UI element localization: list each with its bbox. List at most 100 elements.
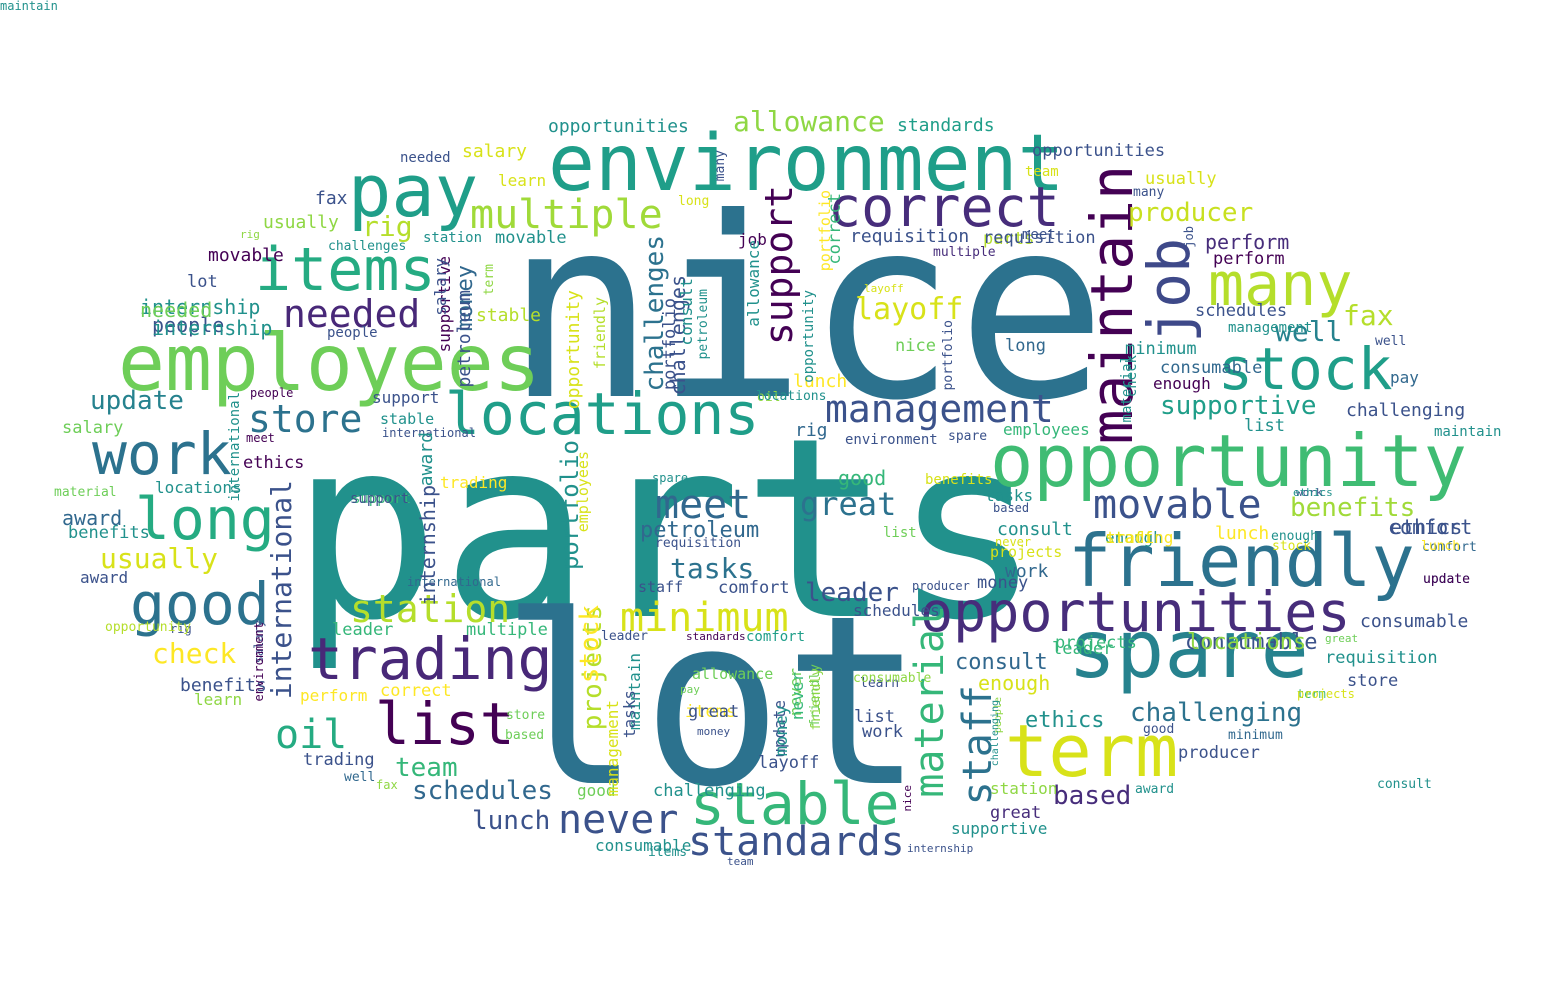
word-never: never — [995, 535, 1032, 549]
word-update: update — [1423, 572, 1470, 587]
word-enough: enough — [1153, 374, 1211, 393]
word-schedules: schedules — [853, 601, 940, 620]
word-requisition: requisition — [1325, 648, 1438, 668]
word-challenging: challenging — [653, 781, 766, 801]
word-perform: perform — [1213, 249, 1285, 269]
word-many: many — [713, 150, 728, 182]
word-multiple: multiple — [470, 192, 663, 238]
word-store: store — [506, 708, 546, 723]
word-store: store — [248, 397, 363, 441]
word-work: work — [862, 722, 903, 742]
word-friendly: friendly — [591, 297, 609, 370]
word-comfort: comfort — [1388, 515, 1473, 539]
word-benefits: benefits — [925, 472, 993, 488]
word-award: award — [80, 568, 129, 587]
word-good: good — [838, 466, 887, 490]
word-locations: locations — [1187, 630, 1307, 655]
word-nice: nice — [901, 785, 914, 812]
word-stock: stock — [575, 605, 605, 684]
word-list: list — [883, 525, 917, 541]
word-locations: locations — [756, 389, 827, 404]
word-spare: spare — [652, 471, 689, 485]
word-correct: correct — [380, 681, 452, 701]
word-stock: stock — [1272, 539, 1312, 554]
word-job: job — [1135, 238, 1203, 343]
word-meet: meet — [1022, 227, 1056, 243]
word-usually: usually — [1145, 169, 1217, 189]
word-international: international — [265, 480, 298, 700]
word-needed: needed — [140, 298, 213, 322]
word-fax: fax — [1343, 299, 1394, 332]
word-tasks: tasks — [985, 486, 1034, 505]
word-producer: producer — [1128, 198, 1254, 228]
word-movable: movable — [495, 228, 567, 248]
word-consumable: consumable — [853, 671, 932, 686]
word-list: list — [1244, 416, 1285, 436]
word-layoff: layoff — [855, 292, 964, 327]
word-pay: pay — [1390, 368, 1419, 387]
word-layoff: layoff — [864, 282, 904, 295]
word-friendly: friendly — [809, 668, 824, 731]
word-supportive: supportive — [1160, 391, 1317, 421]
word-salary: salary — [431, 258, 450, 316]
word-good: good — [130, 570, 270, 638]
word-tasks: tasks — [620, 690, 639, 739]
word-work: work — [1296, 486, 1323, 499]
word-pay: pay — [348, 149, 479, 233]
word-station: station — [350, 587, 511, 631]
word-list: list — [375, 690, 515, 758]
word-rig: rig — [170, 622, 192, 636]
word-multiple: multiple — [466, 620, 548, 640]
word-consult: consult — [677, 278, 696, 346]
word-team: team — [727, 855, 754, 868]
word-portfolio: portfolio — [941, 320, 956, 391]
word-based: based — [1053, 781, 1132, 811]
word-rig: rig — [362, 210, 413, 243]
word-support: support — [352, 491, 412, 507]
word-trading: trading — [308, 625, 553, 693]
word-correct: correct — [828, 175, 1060, 239]
word-challenging: challenging — [1130, 698, 1303, 728]
word-allowance: allowance — [692, 665, 774, 683]
word-long: long — [1005, 336, 1046, 356]
word-station: station — [990, 779, 1058, 798]
word-well: well — [1275, 315, 1343, 348]
word-enough: enough — [1105, 528, 1163, 547]
word-locations: locations — [155, 478, 242, 497]
word-support: support — [757, 185, 801, 346]
word-needed: needed — [400, 150, 451, 166]
word-lunch: lunch — [793, 371, 848, 392]
word-term: term — [1297, 687, 1326, 701]
word-petroleum: petroleum — [696, 289, 711, 360]
word-challenging: challenging — [990, 700, 1001, 767]
word-benefits: benefits — [1290, 493, 1416, 523]
word-nice: nice — [895, 336, 936, 356]
word-never: never — [788, 672, 807, 721]
word-nice: nice — [505, 164, 1108, 455]
word-producer: producer — [912, 579, 970, 593]
word-term: term — [482, 264, 497, 296]
word-check: check — [152, 637, 237, 670]
word-store: store — [1347, 671, 1399, 691]
word-salary: salary — [62, 418, 124, 438]
word-needed: needed — [283, 292, 421, 336]
word-ethics: ethics — [1025, 708, 1105, 733]
word-minimum: minimum — [1125, 339, 1197, 359]
word-challenging: challenging — [1346, 400, 1466, 421]
word-environment: environment — [548, 119, 1065, 209]
word-spare: spare — [948, 429, 988, 444]
word-items: items — [648, 845, 688, 860]
word-enough: enough — [978, 671, 1051, 695]
word-great: great — [688, 702, 740, 722]
word-based: based — [505, 728, 545, 743]
word-opportunity: opportunity — [990, 419, 1467, 503]
word-lunch: lunch — [1215, 523, 1270, 544]
word-environment: environment — [252, 622, 266, 702]
word-schedules: schedules — [1195, 301, 1288, 321]
word-maintain: maintain — [0, 0, 58, 13]
word-people: people — [250, 386, 294, 400]
word-material: material — [54, 485, 117, 500]
word-great: great — [800, 485, 897, 523]
word-list: list — [854, 707, 895, 727]
word-standards: standards — [897, 115, 995, 136]
